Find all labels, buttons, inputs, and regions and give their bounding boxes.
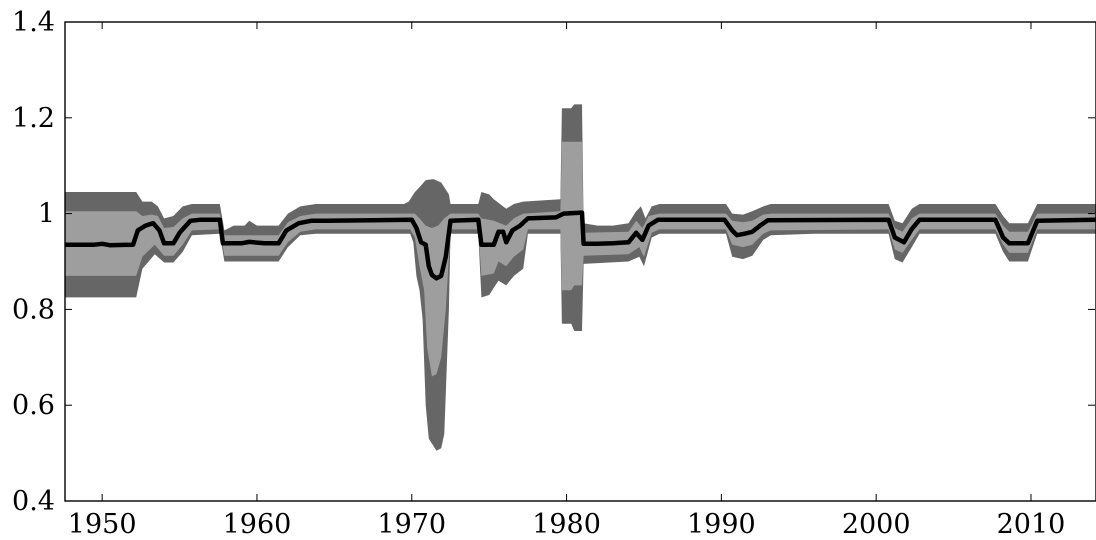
plot-frame bbox=[64, 21, 1096, 502]
central-estimate-line bbox=[65, 210, 1096, 281]
x-tick-label: 2010 bbox=[997, 509, 1066, 540]
series-lines bbox=[65, 210, 1096, 281]
confidence-bands bbox=[65, 104, 1096, 451]
y-tick-label: 1.2 bbox=[12, 103, 55, 134]
x-tick-label: 1980 bbox=[532, 509, 601, 540]
x-tick-label: 1950 bbox=[68, 509, 137, 540]
y-tick-label: 1 bbox=[38, 199, 55, 230]
y-tick-label: 0.4 bbox=[12, 486, 55, 517]
inner-band-area bbox=[65, 141, 1096, 377]
y-tick-label: 0.6 bbox=[12, 390, 55, 421]
x-tick-label: 1990 bbox=[687, 509, 756, 540]
axis-ticks bbox=[65, 21, 1095, 502]
x-tick-label: 1970 bbox=[377, 509, 446, 540]
x-tick-label: 2000 bbox=[842, 509, 911, 540]
axis-tick-labels: 1950 1960 1970 1980 1990 2000 2010 0.4 0.6 0.8 1 1.… bbox=[12, 7, 1065, 540]
y-tick-label: 1.4 bbox=[12, 7, 55, 38]
x-tick-label: 1960 bbox=[223, 509, 292, 540]
y-tick-label: 0.8 bbox=[12, 294, 55, 325]
